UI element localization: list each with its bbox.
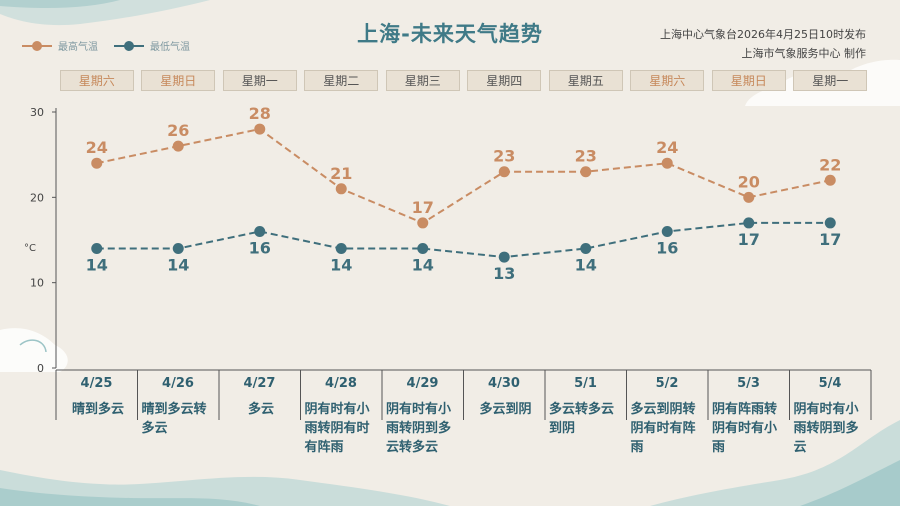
weekday-label: 星期三 bbox=[385, 70, 460, 91]
y-tick-label: 20 bbox=[30, 191, 44, 204]
weather-description: 晴到多云转多云 bbox=[141, 402, 207, 436]
weekday-label: 星期六 bbox=[630, 70, 705, 91]
x-tick-label: 5/3 bbox=[737, 376, 760, 391]
data-label-high: 23 bbox=[575, 147, 597, 166]
weather-description: 阴有时有小雨转阴到多云 bbox=[793, 402, 859, 455]
data-label-low: 17 bbox=[738, 230, 760, 249]
data-point-low bbox=[498, 251, 510, 263]
legend-low-label: 最低气温 bbox=[150, 42, 190, 53]
data-point-high bbox=[172, 140, 184, 152]
data-label-low: 17 bbox=[819, 230, 841, 249]
weather-description: 多云到阴转阴有时有阵雨 bbox=[630, 402, 696, 455]
weather-description: 多云到阴 bbox=[479, 402, 532, 417]
data-label-low: 14 bbox=[412, 256, 434, 275]
weather-description: 阴有阵雨转阴有时有小雨 bbox=[712, 402, 778, 455]
data-label-low: 14 bbox=[167, 256, 189, 275]
weather-description: 阴有时有小雨转阴到多云转多云 bbox=[386, 402, 452, 455]
data-label-high: 28 bbox=[249, 104, 271, 123]
data-label-high: 24 bbox=[656, 138, 678, 157]
data-label-high: 22 bbox=[819, 155, 841, 174]
legend-low: 最低气温 bbox=[114, 38, 190, 53]
legend-high: 最高气温 bbox=[22, 38, 98, 53]
data-point-high bbox=[417, 217, 429, 229]
data-point-low bbox=[335, 243, 347, 255]
data-point-low bbox=[417, 243, 429, 255]
data-point-low bbox=[743, 217, 755, 229]
x-tick-label: 5/1 bbox=[574, 376, 597, 391]
series-line-high bbox=[96, 127, 831, 225]
x-tick-label: 4/30 bbox=[488, 376, 520, 391]
legend-high-label: 最高气温 bbox=[58, 42, 98, 53]
data-point-high bbox=[580, 166, 592, 178]
x-tick-label: 4/25 bbox=[80, 376, 113, 391]
y-tick-label: 0 bbox=[37, 362, 44, 375]
weather-description: 多云转多云到阴 bbox=[549, 402, 615, 436]
x-tick-label: 4/28 bbox=[325, 376, 357, 391]
x-tick-label: 4/27 bbox=[243, 376, 276, 391]
y-axis-unit: °C bbox=[24, 243, 36, 254]
data-label-low: 16 bbox=[249, 238, 271, 257]
data-label-high: 21 bbox=[330, 164, 352, 183]
data-label-low: 14 bbox=[575, 256, 597, 275]
weekday-label: 星期五 bbox=[548, 70, 623, 91]
weekday-label: 星期一 bbox=[793, 70, 868, 91]
data-label-low: 14 bbox=[330, 256, 352, 275]
data-label-high: 24 bbox=[86, 138, 108, 157]
data-point-high bbox=[743, 191, 755, 203]
page-title: 上海-未来天气趋势 bbox=[357, 22, 543, 46]
weekday-label: 星期四 bbox=[467, 70, 542, 91]
data-point-low bbox=[661, 225, 673, 237]
data-label-high: 20 bbox=[738, 172, 760, 191]
weekday-label: 星期六 bbox=[59, 70, 134, 91]
producer-text: 上海市气象服务中心 制作 bbox=[741, 47, 867, 60]
weather-description: 晴到多云 bbox=[71, 402, 124, 417]
legend-high-marker bbox=[22, 40, 52, 51]
data-label-high: 23 bbox=[493, 147, 515, 166]
x-tick-label: 5/2 bbox=[655, 376, 679, 391]
data-label-high: 17 bbox=[412, 198, 434, 217]
x-tick-label: 4/29 bbox=[406, 376, 439, 391]
data-point-high bbox=[91, 157, 103, 169]
issuer-text: 上海中心气象台2026年4月25日10时发布 bbox=[660, 28, 866, 41]
data-point-high bbox=[824, 174, 836, 186]
data-point-low bbox=[91, 243, 103, 255]
data-point-high bbox=[335, 183, 347, 195]
x-tick-label: 4/26 bbox=[162, 376, 194, 391]
series-line-low bbox=[96, 221, 831, 259]
data-point-low bbox=[172, 243, 184, 255]
weekday-label: 星期日 bbox=[141, 70, 216, 91]
data-point-low bbox=[580, 243, 592, 255]
data-point-low bbox=[254, 225, 266, 237]
weather-description: 阴有时有小雨转阴有时有阵雨 bbox=[304, 402, 370, 455]
data-point-high bbox=[661, 157, 673, 169]
data-point-high bbox=[254, 123, 266, 135]
y-tick-label: 10 bbox=[30, 277, 44, 290]
weekday-label: 星期日 bbox=[711, 70, 786, 91]
weekday-label: 星期一 bbox=[222, 70, 297, 91]
data-label-low: 13 bbox=[493, 264, 515, 283]
data-label-low: 14 bbox=[86, 256, 108, 275]
data-point-low bbox=[824, 217, 836, 229]
x-tick-label: 5/4 bbox=[818, 376, 842, 391]
data-label-low: 16 bbox=[656, 238, 678, 257]
data-label-high: 26 bbox=[167, 121, 189, 140]
y-tick-label: 30 bbox=[30, 106, 44, 119]
legend-low-marker bbox=[114, 40, 144, 51]
weather-description: 多云 bbox=[247, 402, 274, 417]
weekday-label: 星期二 bbox=[304, 70, 379, 91]
data-point-high bbox=[498, 166, 510, 178]
